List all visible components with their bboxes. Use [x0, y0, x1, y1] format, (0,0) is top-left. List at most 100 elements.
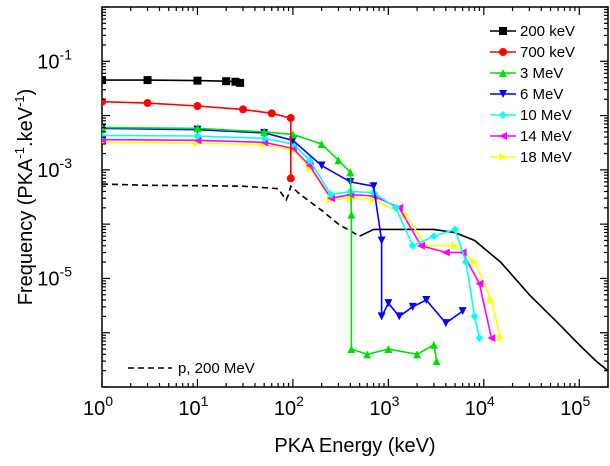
data-point	[347, 210, 356, 219]
data-point	[260, 138, 269, 147]
x-tick-label: 105	[560, 393, 590, 420]
legend-marker	[499, 153, 507, 161]
data-point	[317, 139, 326, 148]
legend-marker	[499, 27, 507, 35]
data-point	[377, 312, 386, 321]
legend-item: 3 MeV	[490, 65, 563, 82]
legend-item: 14 MeV	[490, 128, 572, 145]
data-point	[286, 174, 295, 183]
series-3-mev	[102, 123, 441, 366]
data-point	[193, 124, 202, 133]
data-point	[470, 312, 479, 321]
data-point	[384, 345, 393, 354]
data-point	[347, 345, 356, 354]
data-point	[102, 76, 106, 85]
legend-marker	[499, 111, 507, 119]
series-line	[102, 183, 360, 237]
data-point	[317, 161, 326, 170]
data-point	[451, 241, 460, 250]
legend-label: 700 keV	[520, 44, 575, 61]
legend-label: 18 MeV	[520, 149, 572, 166]
data-point	[231, 77, 240, 86]
legend-item: 6 MeV	[490, 86, 563, 103]
legend-marker	[499, 48, 507, 56]
data-point	[102, 123, 106, 132]
data-point	[487, 333, 496, 342]
data-point	[384, 299, 393, 308]
data-point	[143, 99, 152, 108]
legend-label: 3 MeV	[520, 65, 563, 82]
series-line	[102, 126, 438, 362]
data-point	[487, 296, 496, 305]
legend-label: 6 MeV	[520, 86, 563, 103]
ticks-layer: 100 101 102 103 104 105 10-1 10-3 10-5	[37, 6, 609, 420]
x-tick-label: 103	[369, 393, 399, 420]
data-point	[143, 76, 152, 85]
series-p-200-mev	[102, 183, 360, 237]
legend-marker	[499, 90, 507, 98]
legend-label: p, 200 MeV	[178, 360, 255, 377]
data-point	[496, 333, 505, 342]
x-tick-label: 102	[274, 393, 304, 420]
data-point	[429, 232, 438, 241]
y-tick-label: 10-3	[37, 155, 72, 182]
x-tick-label: 100	[83, 393, 113, 420]
data-point	[286, 114, 295, 123]
data-point	[305, 156, 314, 165]
data-point	[432, 357, 441, 366]
data-point	[236, 78, 245, 87]
y-axis-title: Frequency (PKA-1.keV-1)	[12, 89, 37, 306]
data-point	[401, 210, 410, 219]
legend: 200 keV 700 keV 3 MeV 6 MeV 10 MeV 14 MeV 18 M…	[128, 23, 575, 377]
data-point	[193, 136, 202, 145]
data-point	[475, 279, 484, 288]
data-point	[238, 105, 247, 114]
legend-marker	[499, 69, 507, 77]
data-point	[363, 350, 372, 359]
series-p-200-mev-solid-tail	[359, 228, 608, 372]
data-point	[451, 225, 460, 234]
data-point	[429, 340, 438, 349]
data-point	[326, 190, 335, 199]
data-point	[413, 350, 422, 359]
data-point	[461, 258, 470, 267]
data-point	[193, 132, 202, 141]
x-axis-title: PKA Energy (keV)	[274, 435, 435, 457]
data-point	[441, 248, 450, 257]
x-tick-label: 101	[178, 393, 208, 420]
data-point	[395, 312, 404, 321]
data-point	[458, 307, 467, 316]
series-line	[359, 228, 608, 372]
series-18-mev	[102, 139, 505, 342]
y-tick-label: 10-5	[37, 263, 72, 290]
legend-item: 10 MeV	[490, 107, 572, 124]
legend-label: 200 keV	[520, 23, 575, 40]
legend-item-proton: p, 200 MeV	[128, 360, 255, 377]
data-point	[334, 156, 343, 165]
data-point	[475, 333, 484, 342]
x-tick-label: 104	[465, 393, 495, 420]
data-point	[408, 241, 417, 250]
data-point	[222, 77, 231, 86]
data-point	[417, 241, 426, 250]
legend-marker	[499, 132, 507, 140]
data-point	[470, 258, 479, 267]
legend-item: 18 MeV	[490, 149, 572, 166]
data-point	[260, 127, 269, 136]
legend-label: 14 MeV	[520, 128, 572, 145]
data-point	[346, 168, 355, 177]
series-layer	[102, 76, 608, 372]
data-point	[422, 296, 431, 305]
legend-item: 700 keV	[490, 44, 575, 61]
data-point	[267, 109, 276, 118]
data-point	[441, 319, 450, 328]
data-point	[369, 182, 378, 191]
data-point	[377, 236, 386, 245]
series-200-kev	[102, 76, 245, 87]
data-point	[260, 134, 269, 143]
plot-area	[101, 6, 609, 388]
y-tick-label: 10-1	[37, 46, 72, 73]
data-point	[369, 195, 378, 204]
legend-label: 10 MeV	[520, 107, 572, 124]
